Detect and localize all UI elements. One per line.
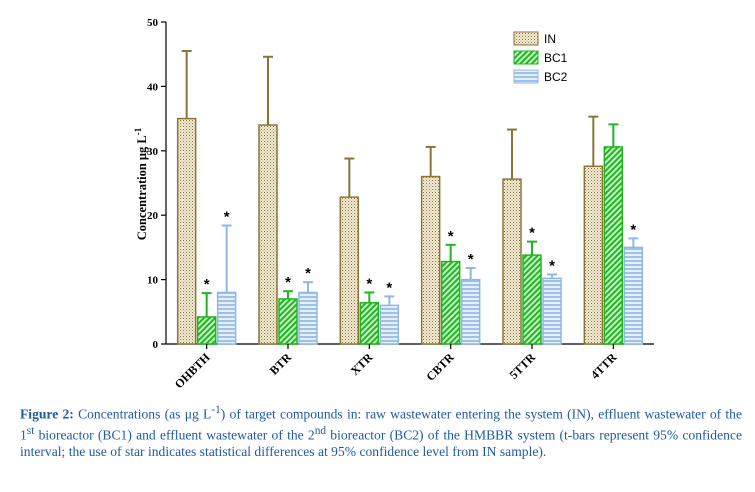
legend-label-bc1: BC1 xyxy=(544,51,568,65)
significance-star: * xyxy=(630,221,636,238)
bar-in xyxy=(502,178,522,345)
bar-bc1 xyxy=(440,260,461,345)
x-tick-label: XTR xyxy=(348,350,376,378)
significance-star: * xyxy=(529,225,535,242)
bar-in xyxy=(258,124,278,345)
significance-star: * xyxy=(285,274,291,291)
legend-label-in: IN xyxy=(544,32,556,46)
bar-bc1 xyxy=(196,316,217,345)
category-labels: OHBTH BTR XTR CBTR 5TTR 4TTR xyxy=(172,344,620,391)
significance-star: * xyxy=(366,275,372,292)
caption-text-3: bioreactor (BC1) and effluent wastewater… xyxy=(34,427,315,443)
y-axis-label-exponent: -1 xyxy=(133,127,143,135)
bar-bc2 xyxy=(460,278,481,345)
bar-bc1 xyxy=(278,298,298,345)
bar-bc1 xyxy=(603,146,624,345)
legend-label-bc2: BC2 xyxy=(544,70,568,84)
y-tick-label: 50 xyxy=(147,17,159,29)
bar-bc2 xyxy=(542,277,562,345)
significance-star: * xyxy=(305,265,311,282)
legend-item-bc1: BC1 xyxy=(513,50,568,65)
legend-swatch-bc2 xyxy=(513,69,539,84)
bar-bc2 xyxy=(216,291,237,345)
y-tick-label: 0 xyxy=(153,339,159,351)
y-tick-label: 10 xyxy=(147,275,159,287)
x-tick-label: 5TTR xyxy=(507,350,539,382)
x-tick-label: 4TTR xyxy=(588,350,620,382)
caption-text-2: ) of target compounds in: raw wastewater… xyxy=(20,406,742,443)
significance-star: * xyxy=(386,279,392,296)
caption-text-4: bioreactor (BC2) of the HMBBR system (t-… xyxy=(20,427,742,460)
y-ticks: 0 10 20 30 40 50 xyxy=(147,17,166,351)
significance-star: * xyxy=(468,251,474,268)
caption-sup-2: st xyxy=(26,424,35,437)
x-tick-label: BTR xyxy=(267,350,295,378)
bar-in xyxy=(420,175,441,345)
significance-star: * xyxy=(224,209,230,226)
significance-star: * xyxy=(448,228,454,245)
significance-star: * xyxy=(549,257,555,274)
figure-caption: Figure 2: Concentrations (as μg L-1) of … xyxy=(20,402,742,460)
bar-bc2 xyxy=(623,246,644,345)
legend-swatch-bc1 xyxy=(513,50,539,65)
bar-bc1 xyxy=(522,254,542,345)
y-tick-label: 40 xyxy=(147,81,159,93)
x-tick-label: CBTR xyxy=(423,350,457,384)
bar-in xyxy=(339,196,360,345)
bar-in xyxy=(176,117,197,345)
y-tick-label: 30 xyxy=(147,146,159,158)
legend: IN BC1 BC2 xyxy=(513,31,568,84)
x-tick-label: OHBTH xyxy=(172,350,213,391)
significance-star: * xyxy=(204,276,210,293)
bars: * * * * * * * * * * * xyxy=(176,49,644,345)
caption-sup-3: nd xyxy=(314,424,327,437)
caption-text-1: Concentrations (as μg L xyxy=(73,406,212,422)
y-axis-label-main: Concentration xyxy=(135,160,149,240)
bar-bc1 xyxy=(359,302,380,345)
y-axis-label: Concentration μg L-1 xyxy=(133,127,149,240)
y-tick-label: 20 xyxy=(147,210,159,222)
legend-item-bc2: BC2 xyxy=(513,69,568,84)
bar-bc2 xyxy=(379,304,400,345)
caption-sup-1: -1 xyxy=(211,404,221,416)
legend-item-in: IN xyxy=(513,31,556,46)
bar-bc2 xyxy=(298,291,318,345)
caption-label: Figure 2: xyxy=(20,406,74,422)
y-axis-label-unit: μg L xyxy=(135,135,149,160)
legend-swatch-in xyxy=(513,31,539,46)
bar-in xyxy=(583,165,604,345)
